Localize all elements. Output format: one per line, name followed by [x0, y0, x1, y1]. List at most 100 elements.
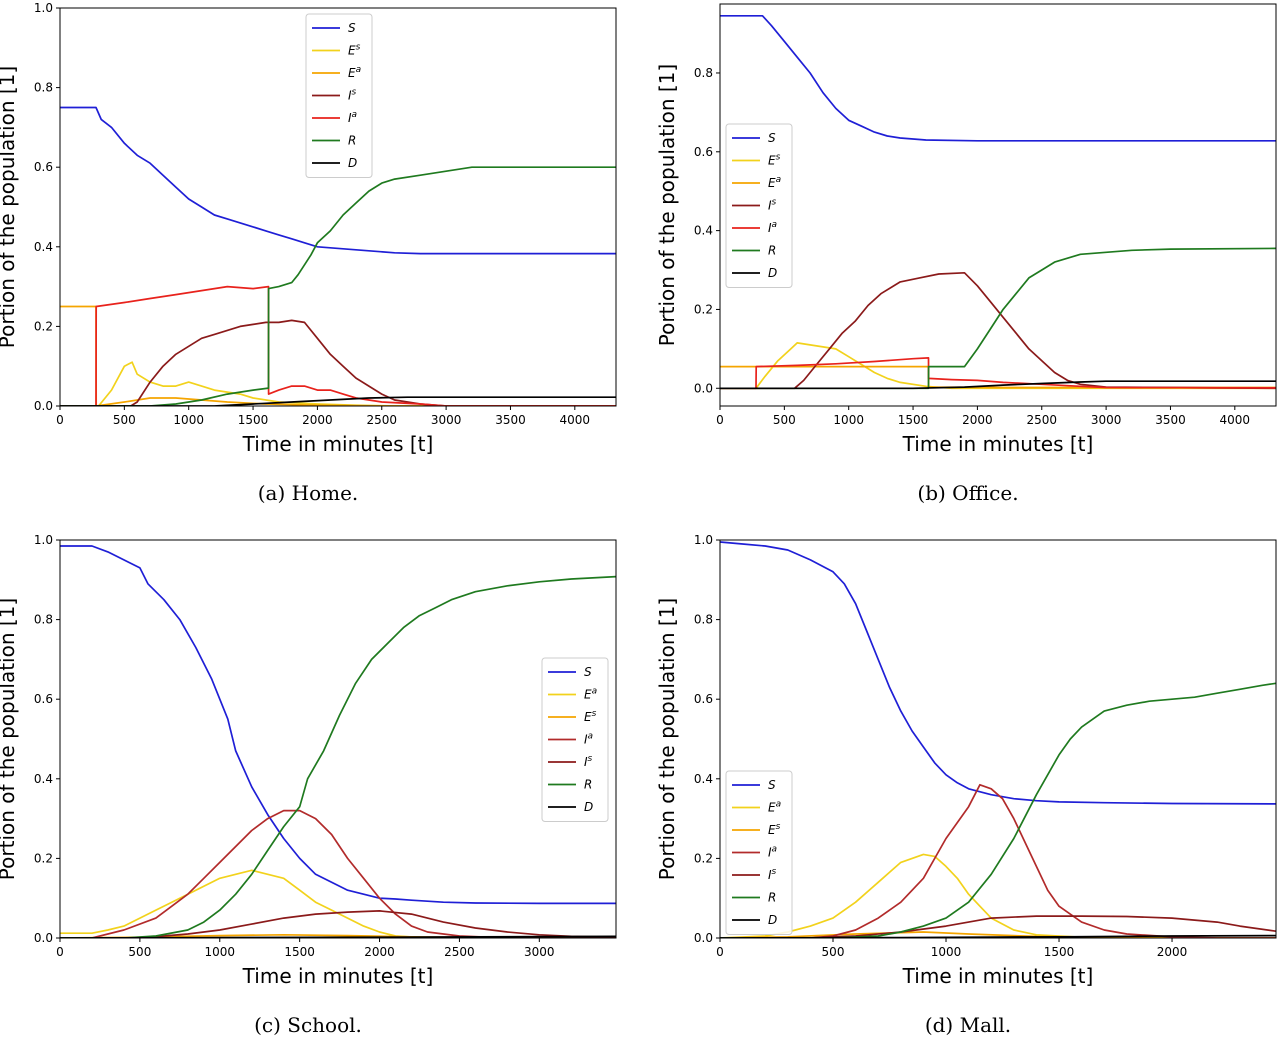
- series-line-Es: [720, 931, 1276, 938]
- plot-frame: [719, 539, 1277, 939]
- y-tick-label: 1.0: [34, 1, 53, 15]
- series-line-Is: [720, 915, 1276, 938]
- series-line-Is: [60, 910, 616, 938]
- legend-entry: S: [768, 778, 776, 792]
- x-tick-label: 0: [716, 413, 724, 427]
- y-axis-label: Portion of the population [1]: [0, 66, 19, 348]
- y-tick-label: 1.0: [34, 533, 53, 547]
- series-line-Is: [60, 319, 616, 406]
- y-tick-label: 0.2: [694, 302, 713, 316]
- series-line-R: [720, 247, 1276, 390]
- series-group: [720, 541, 1276, 938]
- x-tick-label: 3500: [495, 413, 526, 427]
- legend-entry: S: [348, 21, 356, 35]
- x-axis-label: Time in minutes [t]: [902, 432, 1094, 456]
- y-tick-label: 0.0: [694, 381, 713, 395]
- x-tick-label: 2000: [302, 413, 333, 427]
- series-line-Ia: [60, 285, 616, 406]
- y-tick-label: 0.4: [34, 772, 53, 786]
- x-tick-label: 500: [128, 945, 151, 959]
- y-tick-label: 0.4: [694, 224, 713, 238]
- legend-entry: R: [768, 891, 776, 905]
- series-line-Ea: [720, 853, 1276, 938]
- series-line-S: [720, 541, 1276, 805]
- chart-panel-4: 0 500 1000 1500 2000 0.0 0.2 0.4 0.6 0.8 1.0 Time i…: [655, 533, 1277, 1037]
- chart-panel-3: 0 500 1000 1500 2000 2500 3000 0.0 0.2 0.4 0.6 0.8 1…: [0, 533, 617, 1037]
- series-line-S: [60, 545, 616, 905]
- legend-entry: Ia: [348, 110, 357, 125]
- x-tick-label: 1500: [284, 945, 315, 959]
- legend-entry: Ia: [768, 845, 777, 860]
- y-tick-label: 1.0: [694, 533, 713, 547]
- y-tick-label: 0.0: [694, 931, 713, 945]
- legend-entry: D: [768, 266, 777, 280]
- x-axis-label: Time in minutes [t]: [242, 964, 434, 988]
- x-tick-label: 4000: [1220, 413, 1251, 427]
- panel-caption: (b) Office.: [917, 481, 1018, 505]
- y-axis-label: Portion of the population [1]: [0, 598, 19, 880]
- x-axis-label: Time in minutes [t]: [902, 964, 1094, 988]
- x-tick-label: 500: [773, 413, 796, 427]
- y-tick-label: 0.8: [34, 613, 53, 627]
- x-tick-label: 2000: [364, 945, 395, 959]
- legend-entry: D: [584, 800, 593, 814]
- series-line-Es: [60, 361, 616, 406]
- y-tick-label: 0.6: [694, 145, 713, 159]
- x-tick-label: 3000: [524, 945, 555, 959]
- series-line-D: [720, 380, 1276, 390]
- x-axis-label: Time in minutes [t]: [242, 432, 434, 456]
- y-tick-label: 0.4: [694, 772, 713, 786]
- series-group: [720, 14, 1276, 390]
- legend-entry: S: [768, 131, 776, 145]
- x-tick-label: 1000: [173, 413, 204, 427]
- x-tick-label: 1500: [898, 413, 929, 427]
- x-tick-label: 0: [56, 945, 64, 959]
- series-line-R: [60, 166, 616, 406]
- y-tick-label: 0.2: [34, 851, 53, 865]
- y-tick-label: 0.8: [694, 66, 713, 80]
- series-line-Ia: [720, 783, 1276, 938]
- y-tick-label: 0.8: [694, 613, 713, 627]
- x-tick-label: 0: [716, 945, 724, 959]
- panel-caption: (d) Mall.: [925, 1013, 1011, 1037]
- y-tick-label: 0.0: [34, 399, 53, 413]
- series-line-S: [720, 14, 1276, 142]
- legend-entry: S: [584, 665, 592, 679]
- y-tick-label: 0.4: [34, 240, 53, 254]
- x-tick-label: 3000: [1091, 413, 1122, 427]
- x-tick-label: 3500: [1155, 413, 1186, 427]
- panel-caption: (a) Home.: [258, 481, 359, 505]
- plot-frame: [59, 539, 617, 939]
- y-tick-label: 0.8: [34, 81, 53, 95]
- x-tick-label: 500: [113, 413, 136, 427]
- series-line-Ea: [720, 365, 1276, 389]
- legend-entry: Is: [768, 198, 777, 213]
- series-line-Ea: [60, 869, 616, 938]
- plot-frame: [719, 3, 1277, 407]
- x-tick-label: 1000: [204, 945, 235, 959]
- series-line-R: [60, 575, 616, 938]
- x-tick-label: 2500: [366, 413, 397, 427]
- x-tick-label: 2000: [962, 413, 993, 427]
- legend-entry: D: [768, 913, 777, 927]
- legend-entry: R: [584, 778, 592, 792]
- series-line-Ia: [720, 357, 1276, 390]
- x-tick-label: 1500: [238, 413, 269, 427]
- y-tick-label: 0.0: [34, 931, 53, 945]
- y-tick-label: 0.2: [694, 851, 713, 865]
- series-line-S: [60, 106, 616, 255]
- plot-frame: [59, 7, 617, 407]
- x-tick-label: 500: [822, 945, 845, 959]
- y-axis-label: Portion of the population [1]: [655, 598, 679, 880]
- panel-caption: (c) School.: [254, 1013, 362, 1037]
- x-tick-label: 1000: [931, 945, 962, 959]
- x-tick-label: 1500: [1044, 945, 1075, 959]
- legend-entry: Ia: [584, 732, 593, 747]
- x-tick-label: 4000: [560, 413, 591, 427]
- y-tick-label: 0.6: [34, 692, 53, 706]
- x-tick-label: 3000: [431, 413, 462, 427]
